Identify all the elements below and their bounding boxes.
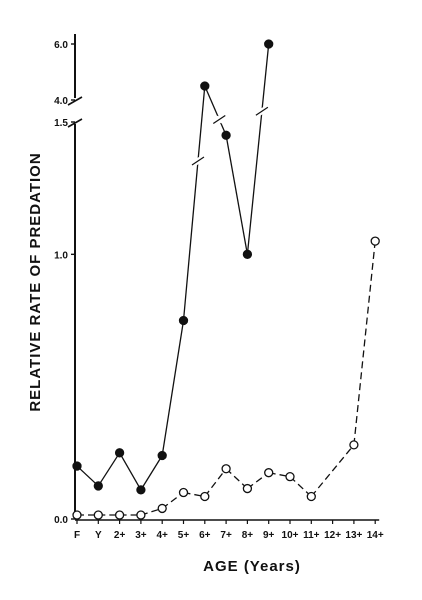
series-1-point <box>264 39 274 49</box>
x-tick-label: 13+ <box>345 530 362 541</box>
x-tick-label: 3+ <box>135 530 147 541</box>
y-tick-label: 1.5 <box>54 118 68 129</box>
series-2-segment <box>204 468 227 497</box>
x-tick-label: 5+ <box>178 530 190 541</box>
axis-break-mark <box>67 118 83 128</box>
series-2-point <box>93 510 103 520</box>
series-1-segment <box>97 452 121 487</box>
series-1-segment <box>182 85 206 321</box>
series-1-point <box>114 448 125 458</box>
series-2-point <box>264 468 274 478</box>
series-1-segment <box>246 43 270 255</box>
series-break-mark <box>191 156 205 166</box>
series-2-segment <box>310 444 355 497</box>
series-2-point <box>178 487 189 498</box>
series-1-point <box>157 450 167 461</box>
axis-break-mark <box>67 96 83 106</box>
series-2-point <box>370 236 380 246</box>
series-2-point <box>221 464 231 474</box>
x-tick-label: 8+ <box>242 530 254 541</box>
x-tick-label: 7+ <box>220 530 232 541</box>
x-tick-label: F <box>74 530 80 541</box>
series-2-point <box>157 503 167 514</box>
series-2-segment <box>225 468 248 490</box>
series-2-segment <box>353 241 376 445</box>
y-tick-label: 0.0 <box>54 515 68 526</box>
y-tick-label: 1.0 <box>54 250 68 261</box>
series-1-point <box>200 81 210 91</box>
series-2-point <box>349 440 359 450</box>
series-1-segment <box>119 452 142 491</box>
x-tick-label: 11+ <box>303 530 320 541</box>
series-1-point <box>221 130 231 140</box>
series-1-point <box>72 461 82 471</box>
series-1-segment <box>161 320 185 456</box>
series-2-point <box>306 491 316 502</box>
x-tick-label: 12+ <box>324 530 341 541</box>
series-2-segment <box>289 476 312 497</box>
series-2-point <box>200 491 210 502</box>
series-break-mark <box>212 114 226 124</box>
series-1-segment <box>140 455 163 491</box>
series-break-mark <box>255 106 269 116</box>
series-1-point <box>178 315 189 326</box>
axes: 0.0 1.0 1.5 4.0 6.0 F Y 2+ 3+ 4+ 5+ 6+ 7+ 8+ 9+ 10+ 11+ 1… <box>54 34 384 541</box>
series-1-segment <box>76 465 99 487</box>
x-tick-label: 14+ <box>367 530 384 541</box>
y-tick-label: 4.0 <box>54 96 68 107</box>
series-2-point <box>114 510 125 520</box>
series-layer <box>72 39 380 520</box>
x-tick-label: Y <box>95 530 102 541</box>
series-2-point <box>242 483 253 494</box>
x-tick-label: 9+ <box>263 530 275 541</box>
series-1-point <box>242 249 253 259</box>
y-tick-label: 6.0 <box>54 40 68 51</box>
series-1-point <box>93 481 103 491</box>
x-tick-label: 10+ <box>282 530 299 541</box>
series-2-point <box>285 472 295 482</box>
x-tick-label: 6+ <box>199 530 211 541</box>
series-2-point <box>72 510 82 520</box>
x-axis-title: AGE (Years) <box>203 558 301 575</box>
x-tick-label: 4+ <box>156 530 168 541</box>
series-2-point <box>136 510 146 520</box>
series-1-point <box>136 485 146 495</box>
y-axis-title: RELATIVE RATE OF PREDATION <box>27 152 44 411</box>
series-1-segment <box>204 85 227 136</box>
series-1-segment <box>225 135 249 255</box>
x-tick-label: 2+ <box>114 530 126 541</box>
